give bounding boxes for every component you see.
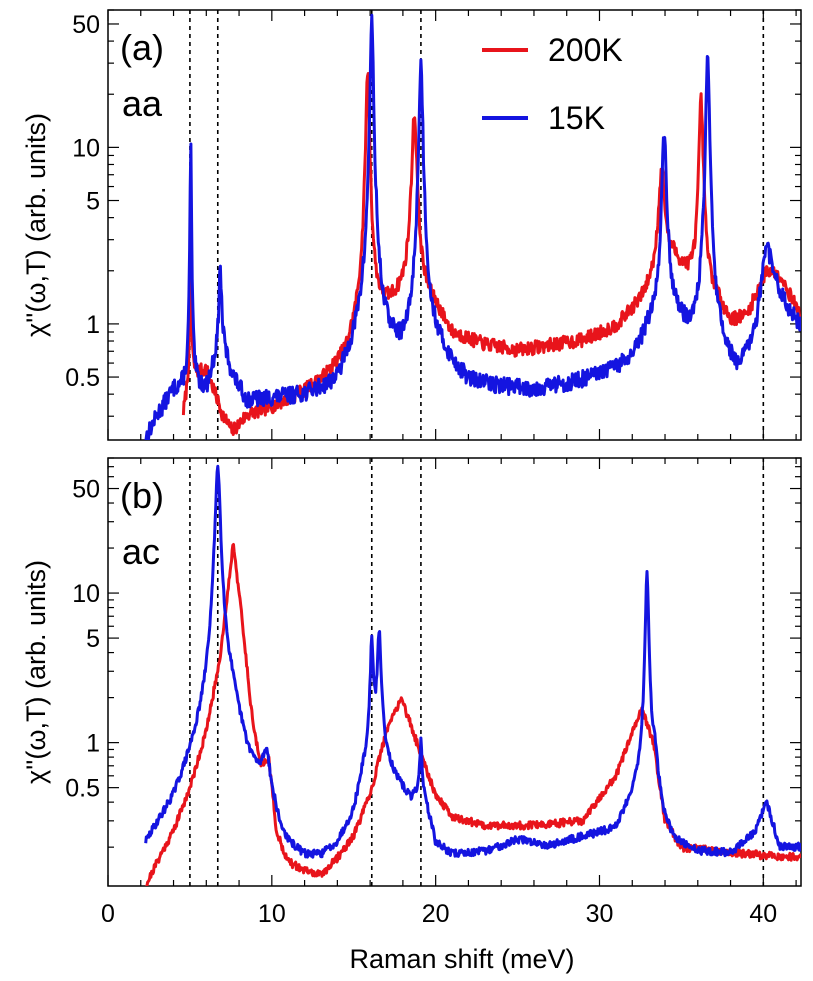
x-tick-label: 0 bbox=[101, 900, 115, 928]
y-tick-label: 5 bbox=[86, 188, 100, 216]
y-tick-label: 50 bbox=[72, 11, 100, 39]
panel-b-frame bbox=[107, 457, 802, 887]
x-tick-label: 10 bbox=[258, 900, 286, 928]
series-200k-line bbox=[145, 543, 801, 886]
y-tick-label: 1 bbox=[86, 730, 100, 758]
panel-b-ac: 50 10 5 1 0.5 (b) ac χ''(ω,T) (arb. units) bbox=[21, 457, 802, 887]
panel-b-label: (b) bbox=[120, 475, 164, 516]
legend-15k-label: 15K bbox=[548, 100, 605, 136]
legend: 200K 15K bbox=[482, 32, 623, 136]
x-tick-labels: 0 10 20 30 40 bbox=[101, 900, 777, 928]
x-axis-label: Raman shift (meV) bbox=[349, 944, 574, 974]
x-tick-label: 40 bbox=[749, 900, 777, 928]
y-tick-label: 0.5 bbox=[65, 775, 100, 803]
panel-a-label: (a) bbox=[120, 27, 164, 68]
y-tick-label: 10 bbox=[72, 580, 100, 608]
series-15k-line bbox=[144, 464, 801, 859]
y-tick-label: 5 bbox=[86, 625, 100, 653]
y-tick-label: 10 bbox=[72, 134, 100, 162]
series-200k-line bbox=[181, 72, 801, 436]
y-tick-label: 0.5 bbox=[65, 364, 100, 392]
y-tick-label: 1 bbox=[86, 311, 100, 339]
series-15k-line bbox=[144, 13, 801, 440]
legend-200k-label: 200K bbox=[548, 32, 623, 68]
x-tick-label: 20 bbox=[422, 900, 450, 928]
panel-a-ticks: 50 10 5 1 0.5 bbox=[65, 9, 801, 440]
panel-b-polarization: ac bbox=[122, 531, 160, 572]
panel-a-polarization: aa bbox=[122, 83, 163, 124]
x-tick-label: 30 bbox=[586, 900, 614, 928]
panel-a-ylabel: χ''(ω,T) (arb. units) bbox=[21, 113, 51, 337]
panel-b-series bbox=[144, 464, 801, 886]
panel-b-ylabel: χ''(ω,T) (arb. units) bbox=[21, 560, 51, 784]
panel-a-frame bbox=[107, 9, 802, 441]
y-tick-label: 50 bbox=[72, 476, 100, 504]
panel-a-series bbox=[144, 13, 801, 440]
panel-a-aa: 50 10 5 1 0.5 (a) aa 200K 15K χ''(ω,T) (arb.… bbox=[21, 9, 802, 441]
